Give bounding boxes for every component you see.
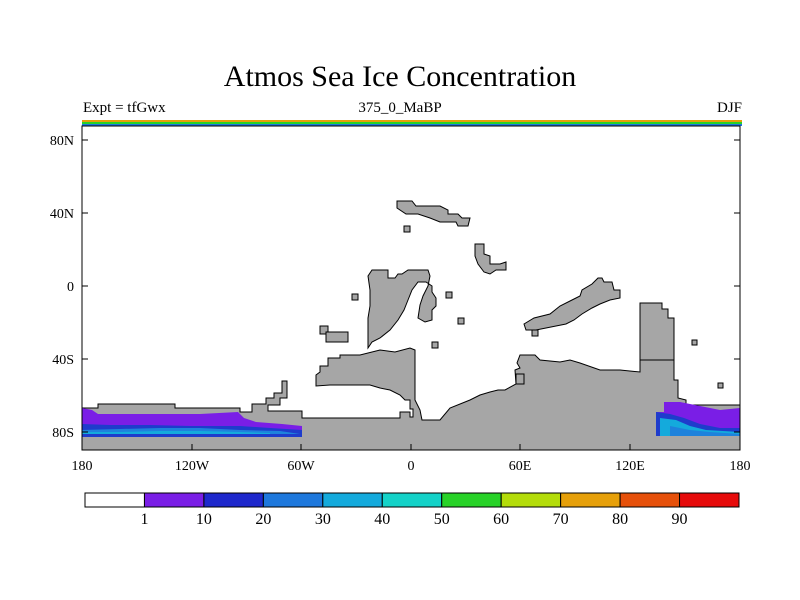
tick-marks bbox=[81, 139, 741, 450]
x-tick-label: 180 bbox=[72, 459, 93, 474]
colorbar-swatch bbox=[203, 492, 264, 508]
top-strip-orange bbox=[82, 120, 742, 122]
island bbox=[351, 293, 359, 301]
y-tick-label: 0 bbox=[67, 280, 74, 295]
colorbar-label: 1 bbox=[140, 511, 148, 528]
colorbar-swatch bbox=[560, 492, 621, 508]
colorbar: 1 10 20 30 40 50 60 70 80 90 bbox=[84, 492, 740, 528]
sea-ice-west bbox=[82, 408, 302, 437]
colorbar-label: 50 bbox=[434, 511, 450, 528]
colorbar-label: 80 bbox=[612, 511, 628, 528]
colorbar-swatch bbox=[619, 492, 681, 508]
x-tick-label: 0 bbox=[408, 459, 415, 474]
colorbar-swatch bbox=[441, 492, 502, 508]
colorbar-label: 70 bbox=[553, 511, 569, 528]
island bbox=[717, 382, 724, 389]
colorbar-swatch bbox=[322, 492, 383, 508]
northern-continent-b bbox=[474, 243, 507, 275]
top-strip-green bbox=[82, 122, 742, 124]
x-tick-label: 60E bbox=[509, 459, 532, 474]
land-masses bbox=[81, 200, 741, 451]
island bbox=[325, 331, 349, 343]
time-label: 375_0_MaBP bbox=[358, 100, 442, 116]
y-tick-label: 80N bbox=[50, 134, 74, 149]
plot-title: Atmos Sea Ice Concentration bbox=[223, 60, 577, 93]
colorbar-label: 90 bbox=[672, 511, 688, 528]
colorbar-swatch bbox=[381, 492, 443, 508]
colorbar-swatch bbox=[84, 492, 145, 508]
eastern-continent bbox=[639, 302, 675, 361]
y-axis-labels: 80N 40N 0 40S 80S bbox=[50, 134, 74, 441]
y-tick-label: 40N bbox=[50, 207, 74, 222]
colorbar-swatch bbox=[143, 492, 205, 508]
ice-mid-east bbox=[670, 426, 740, 436]
island bbox=[445, 291, 453, 299]
northern-continent-a bbox=[396, 200, 471, 227]
colorbar-label: 60 bbox=[493, 511, 509, 528]
top-strip-blue bbox=[82, 124, 742, 126]
y-tick-label: 80S bbox=[52, 426, 74, 441]
island bbox=[531, 329, 539, 337]
colorbar-swatch bbox=[500, 492, 562, 508]
island bbox=[319, 325, 329, 335]
island bbox=[691, 339, 698, 346]
x-tick-label: 120W bbox=[175, 459, 210, 474]
ice-edge-west bbox=[82, 434, 302, 437]
colorbar-swatch bbox=[262, 492, 324, 508]
island bbox=[457, 317, 465, 325]
island bbox=[515, 373, 525, 385]
y-tick-label: 40S bbox=[52, 353, 74, 368]
tropical-continent bbox=[523, 277, 621, 331]
colorbar-label: 30 bbox=[315, 511, 331, 528]
x-tick-label: 180 bbox=[730, 459, 751, 474]
sea-ice-east bbox=[656, 402, 740, 436]
x-tick-label: 60W bbox=[287, 459, 315, 474]
experiment-label: Expt = tfGwx bbox=[83, 100, 166, 116]
x-tick-label: 120E bbox=[615, 459, 645, 474]
island bbox=[403, 225, 411, 233]
season-label: DJF bbox=[716, 100, 742, 116]
x-axis-labels: 180 120W 60W 0 60E 120E 180 bbox=[72, 459, 751, 474]
colorbar-swatch bbox=[679, 492, 740, 508]
colorbar-label: 10 bbox=[196, 511, 212, 528]
colorbar-label: 40 bbox=[374, 511, 390, 528]
island bbox=[431, 341, 439, 349]
central-continent bbox=[367, 269, 437, 350]
colorbar-label: 20 bbox=[255, 511, 271, 528]
